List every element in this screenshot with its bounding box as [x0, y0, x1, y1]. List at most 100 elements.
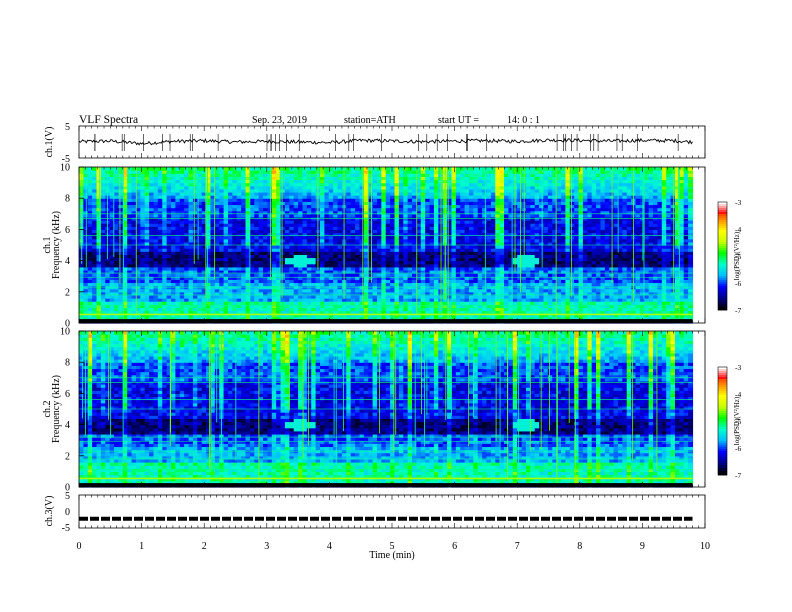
spectrogram-cell: [232, 188, 238, 193]
spectrogram-cell: [118, 198, 124, 202]
spectrogram-cell: [92, 269, 98, 274]
spectrogram-cell: [403, 185, 409, 190]
spectrogram-cell: [460, 201, 466, 206]
spectrogram-cell: [455, 260, 461, 265]
spectrogram-cell: [477, 188, 483, 193]
spectrogram-cell: [337, 316, 343, 321]
spectrogram-cell: [157, 176, 163, 181]
spectrogram-cell: [433, 232, 439, 237]
spectrogram-cell: [473, 260, 479, 265]
spectrogram-cell: [359, 298, 365, 302]
spectrogram-cell: [210, 204, 216, 209]
spectrogram-cell: [149, 179, 155, 184]
spectrogram-cell: [302, 298, 308, 302]
spectrogram-cell: [206, 263, 212, 268]
spectrogram-cell: [473, 263, 479, 268]
spectrogram-cell: [460, 191, 466, 196]
spectrogram-cell: [280, 245, 286, 249]
spectrogram-cell: [184, 273, 190, 277]
spectrogram-cell: [219, 220, 225, 224]
spectrogram-cell: [210, 307, 216, 312]
spectrogram-cell: [451, 191, 457, 196]
spectrogram-cell: [394, 251, 400, 255]
spectrogram-cell: [276, 213, 282, 218]
spectrogram-cell: [469, 288, 474, 293]
spectrogram-cell: [144, 298, 150, 302]
spectrogram-cell: [412, 182, 418, 187]
spectrogram-cell: [482, 220, 488, 224]
spectrogram-cell: [499, 167, 505, 171]
spectrogram-cell: [320, 191, 325, 196]
spectrogram-cell: [157, 316, 163, 321]
spectrogram-cell: [403, 170, 409, 174]
spectrogram-cell: [464, 204, 470, 209]
spectrogram-cell: [131, 266, 137, 271]
spectrogram-cell: [333, 254, 339, 259]
spectrogram-cell: [337, 266, 343, 271]
spectrogram-cell: [289, 198, 295, 202]
spectrogram-cell: [407, 195, 413, 199]
spectrogram-cell: [403, 235, 409, 240]
spectrogram-cell: [100, 254, 106, 259]
spectrogram-cell: [184, 213, 190, 218]
spectrogram-cell: [429, 173, 435, 177]
spectrogram-cell: [407, 229, 413, 234]
spectrogram-cell: [324, 307, 330, 312]
spectrogram-cell: [407, 179, 413, 184]
spectrogram-cell: [179, 213, 185, 218]
spectrogram-cell: [433, 248, 439, 252]
spectrogram-cell: [464, 273, 470, 277]
spectrogram-cell: [298, 223, 304, 227]
spectrogram-cell: [298, 241, 304, 246]
spectrogram-cell: [420, 170, 426, 174]
spectrogram-cell: [385, 263, 391, 268]
spectrogram-cell: [140, 257, 146, 262]
spectrogram-cell: [122, 201, 128, 206]
spectrogram-cell: [210, 170, 216, 174]
spectrogram-cell: [96, 294, 102, 299]
spectrogram-cell: [100, 213, 106, 218]
spectrogram-cell: [92, 167, 98, 171]
spectrogram-cell: [372, 238, 378, 243]
spectrogram-cell: [135, 263, 141, 268]
spectrogram-cell: [192, 223, 198, 227]
spectrogram-cell: [197, 176, 203, 181]
spectrogram-cell: [306, 307, 312, 312]
spectrogram-cell: [495, 179, 501, 184]
spectrogram-cell: [504, 248, 510, 252]
spectrogram-cell: [495, 260, 501, 265]
spectrogram-cell: [508, 213, 514, 218]
spectrogram-cell: [114, 226, 120, 230]
spectrogram-cell: [302, 310, 308, 315]
spectrogram-cell: [306, 204, 312, 209]
spectrogram-cell: [201, 279, 207, 284]
spectrogram-cell: [412, 198, 418, 202]
spectrogram-cell: [144, 185, 150, 190]
spectrogram-cell: [153, 223, 159, 227]
spectrogram-cell: [311, 266, 317, 271]
spectrogram-cell: [390, 254, 396, 259]
spectrogram-cell: [206, 204, 212, 209]
spectrogram-cell: [324, 235, 330, 240]
spectrogram-cell: [350, 316, 356, 321]
spectrogram-cell: [363, 179, 369, 184]
spectrogram-cell: [214, 188, 220, 193]
spectrogram-cell: [284, 173, 290, 177]
spectrogram-cell: [192, 279, 198, 284]
spectrogram-cell: [403, 260, 409, 265]
spectrogram-cell: [210, 273, 216, 277]
spectrogram-cell: [420, 195, 426, 199]
spectrogram-cell: [114, 185, 120, 190]
spectrogram-cell: [490, 220, 496, 224]
spectrogram-cell: [92, 282, 98, 287]
spectrogram-cell: [157, 304, 163, 308]
spectrogram-cell: [96, 220, 102, 224]
spectrogram-cell: [477, 195, 483, 199]
spectrogram-cell: [289, 210, 295, 215]
spectrogram-cell: [263, 226, 269, 230]
spectrogram-cell: [140, 294, 146, 299]
spectrogram-cell: [114, 251, 120, 255]
spectrogram-cell: [171, 310, 176, 315]
spectrogram-cell: [245, 235, 251, 240]
spectrogram-cell: [162, 266, 168, 271]
